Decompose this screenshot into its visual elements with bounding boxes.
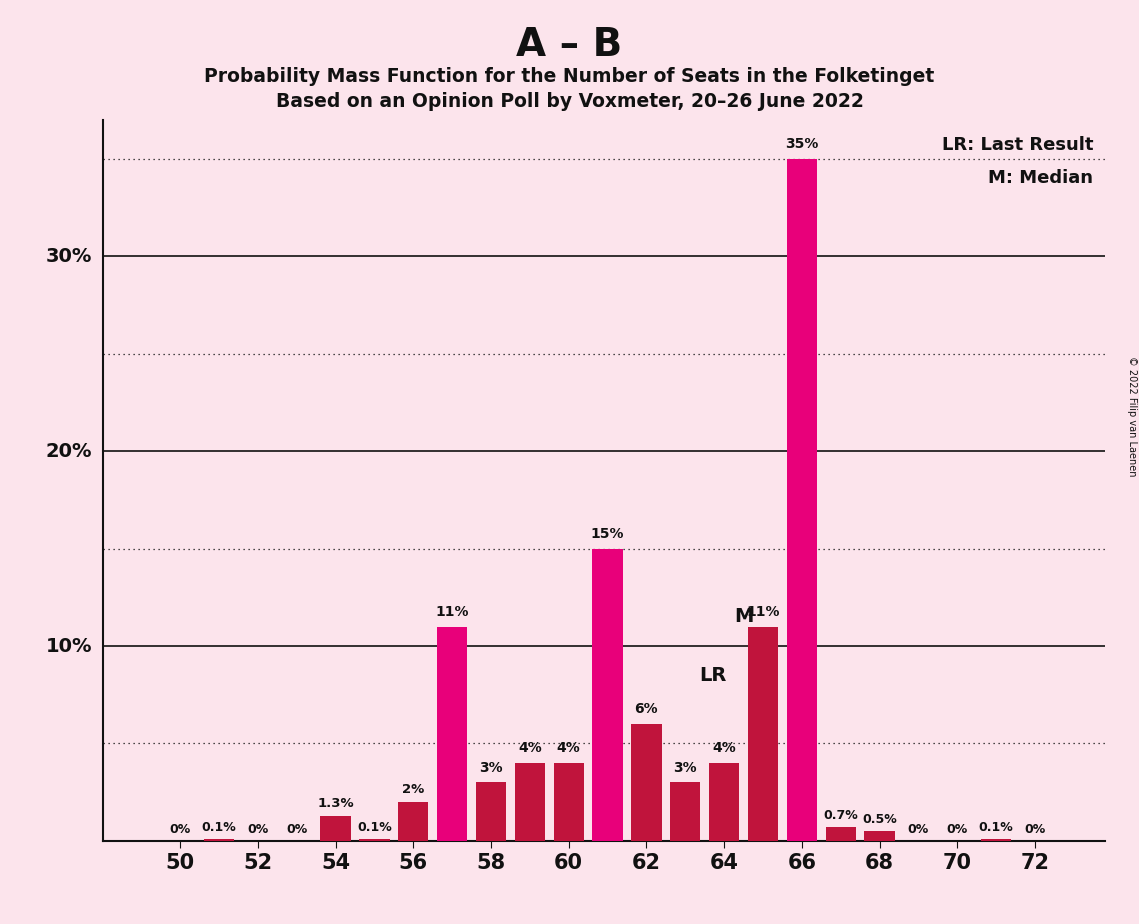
Text: 3%: 3% [480, 760, 502, 774]
Bar [631, 724, 662, 841]
Text: 0%: 0% [247, 823, 269, 836]
Bar [787, 159, 817, 841]
Bar [592, 549, 623, 841]
Text: 4%: 4% [518, 741, 542, 755]
Bar [826, 827, 855, 841]
Bar [476, 783, 506, 841]
Text: M: Median: M: Median [989, 169, 1093, 187]
Bar [515, 763, 544, 841]
Text: 0%: 0% [947, 823, 968, 836]
Text: 4%: 4% [557, 741, 581, 755]
Text: 0.5%: 0.5% [862, 813, 896, 826]
Text: 0.1%: 0.1% [202, 821, 237, 834]
Text: Based on an Opinion Poll by Voxmeter, 20–26 June 2022: Based on an Opinion Poll by Voxmeter, 20… [276, 92, 863, 112]
Bar [399, 802, 428, 841]
Text: 0%: 0% [1024, 823, 1046, 836]
Text: 35%: 35% [785, 138, 819, 152]
Text: M: M [734, 607, 753, 626]
Bar [748, 626, 778, 841]
Bar [554, 763, 584, 841]
Text: 2%: 2% [402, 783, 425, 796]
Text: 0.1%: 0.1% [358, 821, 392, 834]
Bar [320, 816, 351, 841]
Text: 10%: 10% [46, 637, 92, 655]
Bar [204, 839, 235, 841]
Bar [437, 626, 467, 841]
Text: 11%: 11% [435, 605, 469, 619]
Text: 11%: 11% [746, 605, 780, 619]
Text: 1.3%: 1.3% [318, 796, 354, 809]
Bar [708, 763, 739, 841]
Bar [670, 783, 700, 841]
Text: 6%: 6% [634, 702, 658, 716]
Bar [865, 831, 894, 841]
Text: 0%: 0% [908, 823, 929, 836]
Text: Probability Mass Function for the Number of Seats in the Folketinget: Probability Mass Function for the Number… [204, 67, 935, 86]
Text: 0%: 0% [286, 823, 308, 836]
Text: 0.1%: 0.1% [978, 821, 1014, 834]
Text: A – B: A – B [516, 26, 623, 64]
Text: 0.7%: 0.7% [823, 809, 858, 822]
Bar [981, 839, 1011, 841]
Text: LR: Last Result: LR: Last Result [942, 136, 1093, 153]
Text: 30%: 30% [46, 247, 92, 266]
Text: 0%: 0% [170, 823, 191, 836]
Text: 4%: 4% [712, 741, 736, 755]
Text: 3%: 3% [673, 760, 697, 774]
Text: © 2022 Filip van Laenen: © 2022 Filip van Laenen [1126, 356, 1137, 476]
Text: LR: LR [698, 666, 727, 685]
Text: 15%: 15% [591, 527, 624, 541]
Text: 20%: 20% [46, 442, 92, 461]
Bar [359, 839, 390, 841]
